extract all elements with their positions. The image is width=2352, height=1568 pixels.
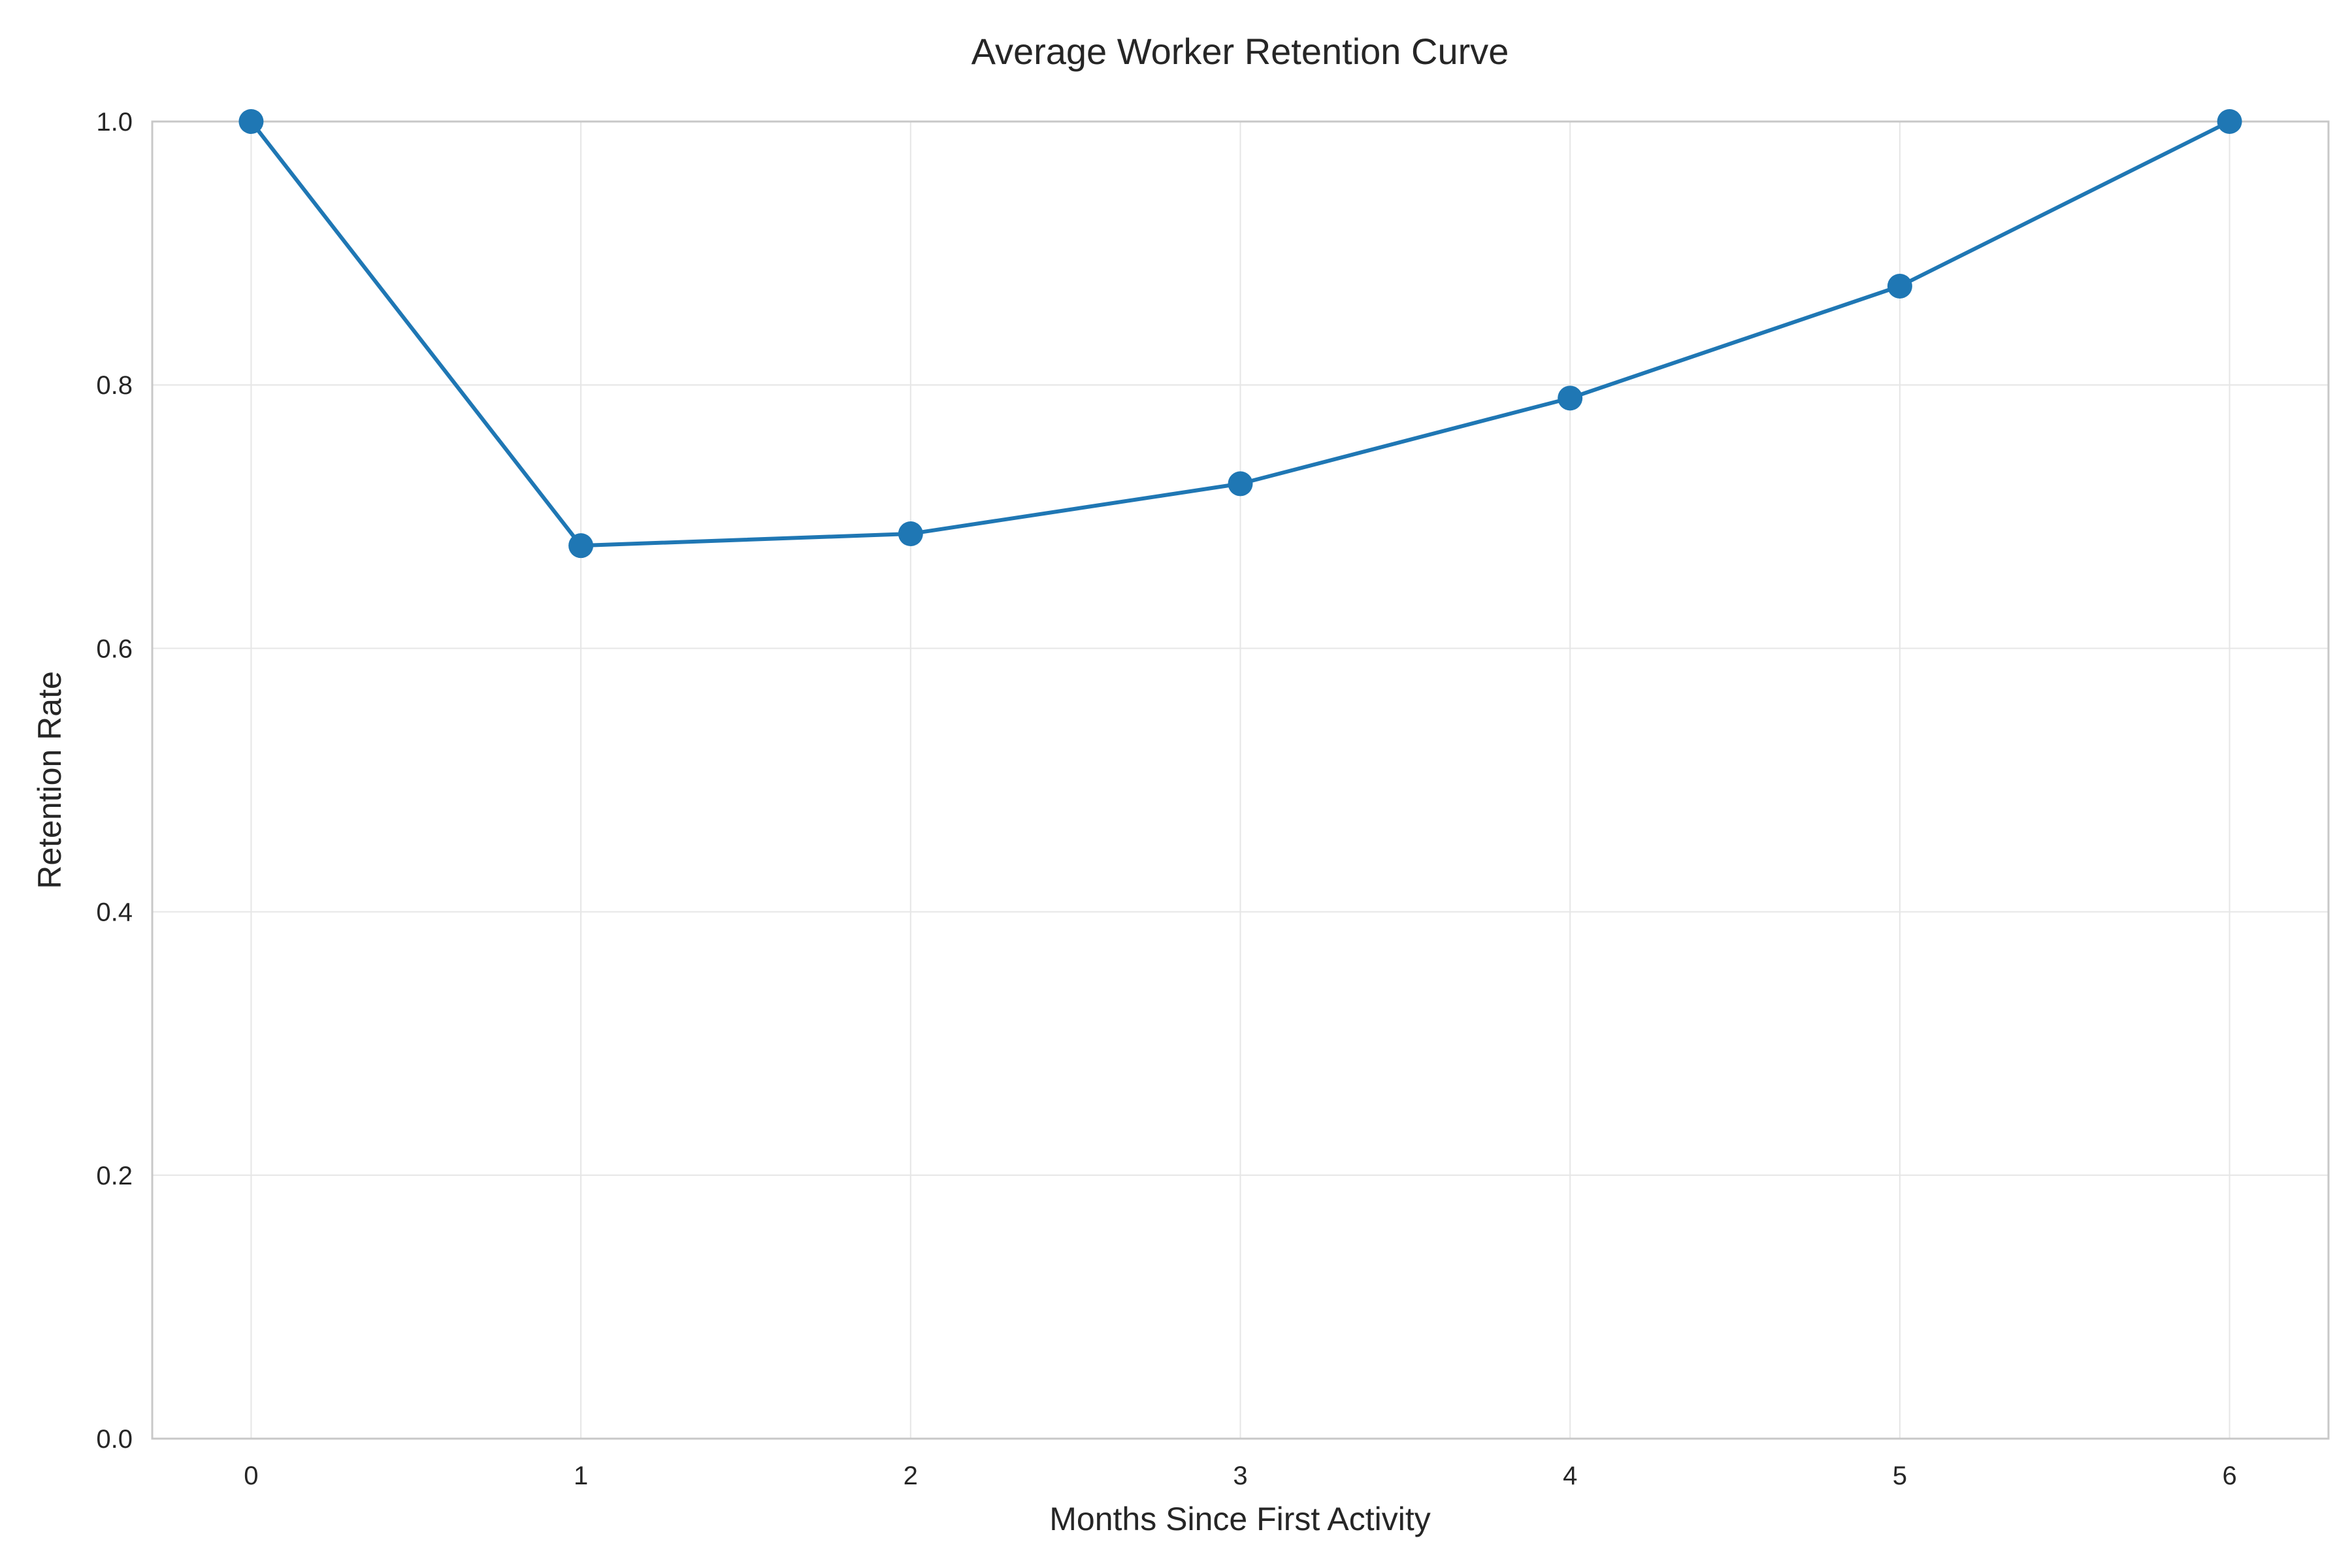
- tick-labels: 0 1 2 3 4 5 6 0.0 0.2 0.4 0.6 0.8 1.0: [96, 108, 2236, 1490]
- x-tick-label: 6: [2222, 1462, 2236, 1490]
- x-tick-label: 1: [574, 1462, 588, 1490]
- y-tick-label: 0.4: [96, 898, 133, 927]
- y-axis-label: Retention Rate: [31, 671, 68, 889]
- x-tick-label: 5: [1893, 1462, 1907, 1490]
- y-tick-label: 0.0: [96, 1425, 133, 1454]
- x-tick-label: 3: [1233, 1462, 1247, 1490]
- x-tick-label: 0: [244, 1462, 258, 1490]
- data-point: [1228, 471, 1253, 497]
- plot-area-frame: [151, 120, 2330, 1440]
- data-point: [1558, 385, 1583, 411]
- data-point: [1887, 274, 1912, 299]
- data-point: [2217, 109, 2242, 134]
- data-point: [568, 533, 594, 559]
- series-group: [238, 109, 2242, 559]
- y-tick-label: 1.0: [96, 108, 133, 137]
- chart-title: Average Worker Retention Curve: [972, 31, 1509, 72]
- data-point: [238, 109, 264, 134]
- x-axis-label: Months Since First Activity: [1049, 1501, 1431, 1537]
- x-tick-label: 2: [904, 1462, 918, 1490]
- y-tick-label: 0.8: [96, 371, 133, 400]
- y-tick-label: 0.6: [96, 634, 133, 663]
- grid-lines: [152, 121, 2328, 1439]
- x-tick-label: 4: [1563, 1462, 1577, 1490]
- y-tick-label: 0.2: [96, 1162, 133, 1190]
- data-point: [898, 521, 923, 547]
